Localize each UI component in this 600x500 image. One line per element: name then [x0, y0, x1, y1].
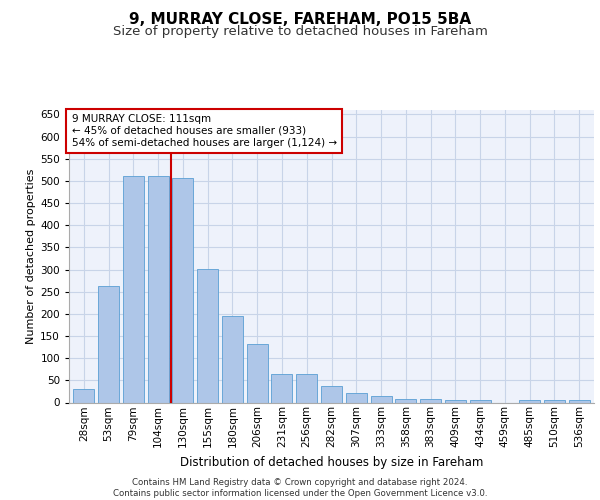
Bar: [98, 286, 119, 403]
Bar: [544, 400, 565, 402]
Bar: [371, 396, 392, 402]
Bar: [197, 268, 218, 402]
Bar: [172, 178, 193, 402]
Bar: [420, 398, 441, 402]
Text: Contains HM Land Registry data © Crown copyright and database right 2024.
Contai: Contains HM Land Registry data © Crown c…: [113, 478, 487, 498]
Text: 9, MURRAY CLOSE, FAREHAM, PO15 5BA: 9, MURRAY CLOSE, FAREHAM, PO15 5BA: [129, 12, 471, 28]
Bar: [569, 400, 590, 402]
Bar: [470, 400, 491, 402]
Bar: [123, 176, 144, 402]
Bar: [148, 176, 169, 402]
Bar: [247, 344, 268, 403]
Bar: [73, 389, 94, 402]
Bar: [271, 374, 292, 402]
Bar: [519, 400, 540, 402]
Bar: [296, 374, 317, 402]
Bar: [395, 398, 416, 402]
Bar: [222, 316, 243, 402]
X-axis label: Distribution of detached houses by size in Fareham: Distribution of detached houses by size …: [180, 456, 483, 468]
Text: 9 MURRAY CLOSE: 111sqm
← 45% of detached houses are smaller (933)
54% of semi-de: 9 MURRAY CLOSE: 111sqm ← 45% of detached…: [71, 114, 337, 148]
Y-axis label: Number of detached properties: Number of detached properties: [26, 168, 36, 344]
Bar: [445, 400, 466, 402]
Text: Size of property relative to detached houses in Fareham: Size of property relative to detached ho…: [113, 25, 487, 38]
Bar: [321, 386, 342, 402]
Bar: [346, 393, 367, 402]
